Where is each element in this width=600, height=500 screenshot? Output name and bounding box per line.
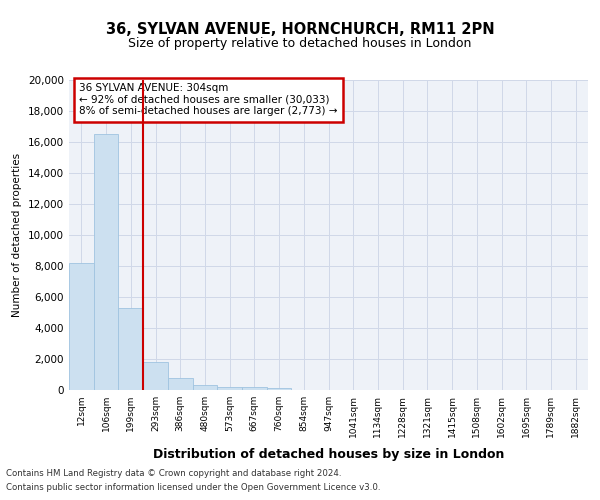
Text: Contains public sector information licensed under the Open Government Licence v3: Contains public sector information licen… (6, 484, 380, 492)
Bar (69, 263, 94, 390)
Text: 36 SYLVAN AVENUE: 304sqm
← 92% of detached houses are smaller (30,033)
8% of sem: 36 SYLVAN AVENUE: 304sqm ← 92% of detach… (79, 83, 338, 116)
Bar (143, 362, 168, 390)
Bar (242, 387, 267, 390)
Text: 36, SYLVAN AVENUE, HORNCHURCH, RM11 2PN: 36, SYLVAN AVENUE, HORNCHURCH, RM11 2PN (106, 22, 494, 38)
X-axis label: Distribution of detached houses by size in London: Distribution of detached houses by size … (153, 448, 504, 461)
Bar (267, 388, 292, 390)
Bar (168, 378, 193, 390)
Bar (217, 387, 242, 390)
Text: Size of property relative to detached houses in London: Size of property relative to detached ho… (128, 38, 472, 51)
Bar (118, 308, 143, 390)
Bar (94, 134, 118, 390)
Y-axis label: Number of detached properties: Number of detached properties (13, 153, 22, 317)
Bar (193, 386, 217, 390)
Text: Contains HM Land Registry data © Crown copyright and database right 2024.: Contains HM Land Registry data © Crown c… (6, 468, 341, 477)
